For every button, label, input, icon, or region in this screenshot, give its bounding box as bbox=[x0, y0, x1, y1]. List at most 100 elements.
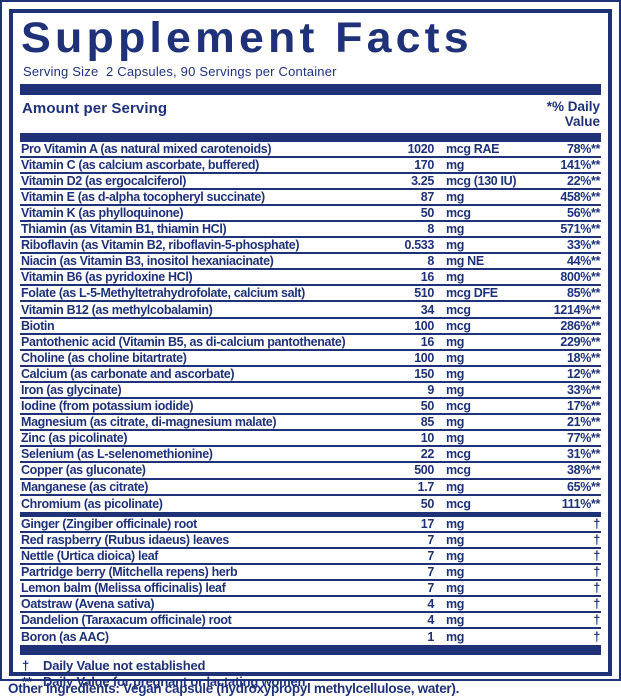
ingredient-daily-value: 571%** bbox=[560, 222, 600, 237]
ingredient-daily-value: 38%** bbox=[567, 463, 600, 478]
ingredient-amount: 8 bbox=[427, 222, 434, 237]
ingredient-unit: mg bbox=[446, 532, 465, 547]
botanicals-table-section: Ginger (Zingiber officinale) root 17 mg … bbox=[20, 517, 601, 646]
ingredient-unit: mg bbox=[446, 366, 465, 381]
ingredient-unit: mg bbox=[446, 383, 465, 397]
footnote-marker: ** bbox=[22, 673, 32, 689]
divider-bar-header bbox=[20, 132, 601, 142]
footnote: † Daily Value not established bbox=[22, 658, 600, 674]
footnote: ** Daily Value for pregnant or lactating… bbox=[22, 674, 600, 690]
ingredient-amount: 50 bbox=[420, 205, 435, 220]
table-row: Vitamin K (as phylloquinone) 50 mcg 56%*… bbox=[20, 205, 601, 223]
table-row: Chromium (as picolinate) 50 mcg 111%** bbox=[20, 496, 601, 512]
ingredient-name: Copper (as gluconate) bbox=[21, 463, 146, 478]
table-row: Choline (as choline bitartrate) 100 mg 1… bbox=[20, 351, 601, 367]
ingredient-name: Boron (as AAC) bbox=[21, 630, 109, 645]
ingredient-unit: mcg bbox=[446, 463, 471, 478]
ingredient-name: Riboflavin (as Vitamin B2, riboflavin-5-… bbox=[21, 238, 300, 253]
ingredient-name: Chromium (as picolinate) bbox=[21, 496, 163, 511]
table-row: Niacin (as Vitamin B3, inositol hexaniac… bbox=[20, 254, 601, 271]
table-row: Lemon balm (Melissa officinalis) leaf 7 … bbox=[20, 581, 601, 598]
table-row: Riboflavin (as Vitamin B2, riboflavin-5-… bbox=[20, 238, 601, 255]
ingredient-name: Iron (as glycinate) bbox=[21, 383, 122, 397]
ingredient-daily-value: 56%** bbox=[567, 205, 600, 220]
table-row: Calcium (as carbonate and ascorbate) 150… bbox=[20, 367, 601, 383]
ingredient-name: Thiamin (as Vitamin B1, thiamin HCl) bbox=[21, 222, 227, 237]
table-row: Selenium (as L-selenomethionine) 22 mcg … bbox=[20, 447, 601, 464]
table-row: Vitamin E (as d-alpha tocopheryl succina… bbox=[20, 190, 601, 206]
ingredient-amount: 22 bbox=[420, 447, 435, 462]
ingredient-name: Partridge berry (Mitchella repens) herb bbox=[21, 565, 238, 580]
ingredient-daily-value: 85%** bbox=[567, 286, 600, 301]
ingredient-amount: 50 bbox=[420, 496, 435, 511]
footnote-text: Daily Value for pregnant or lactating wo… bbox=[43, 673, 306, 689]
ingredient-unit: mg bbox=[446, 189, 465, 204]
ingredient-daily-value: † bbox=[593, 581, 600, 596]
ingredient-daily-value: 458%** bbox=[560, 189, 600, 204]
table-row: Red raspberry (Rubus idaeus) leaves 7 mg… bbox=[20, 533, 601, 549]
ingredient-daily-value: 31%** bbox=[567, 447, 600, 462]
ingredient-unit: mg bbox=[446, 415, 465, 430]
ingredient-unit: mg bbox=[446, 157, 465, 172]
ingredient-amount: 17 bbox=[420, 516, 435, 531]
ingredient-amount: 100 bbox=[414, 318, 434, 333]
ingredient-daily-value: 33%** bbox=[567, 383, 600, 397]
table-row: Vitamin D2 (as ergocalciferol) 3.25 mcg … bbox=[20, 174, 601, 190]
table-row: Biotin 100 mcg 286%** bbox=[20, 319, 601, 335]
ingredient-name: Red raspberry (Rubus idaeus) leaves bbox=[21, 532, 229, 547]
table-row: Zinc (as picolinate) 10 mg 77%** bbox=[20, 431, 601, 448]
ingredient-daily-value: 111%** bbox=[561, 496, 601, 511]
ingredient-daily-value: † bbox=[593, 597, 600, 612]
ingredient-unit: mg bbox=[446, 222, 465, 237]
ingredient-unit: mcg (130 IU) bbox=[446, 173, 517, 188]
ingredient-unit: mcg bbox=[446, 399, 471, 414]
table-row: Iron (as glycinate) 9 mg 33%** bbox=[20, 383, 601, 400]
ingredient-name: Selenium (as L-selenomethionine) bbox=[21, 447, 213, 462]
ingredient-daily-value: † bbox=[593, 565, 600, 580]
table-row: Dandelion (Taraxacum officinale) root 4 … bbox=[20, 613, 601, 630]
ingredient-daily-value: 33%** bbox=[567, 238, 600, 253]
daily-value-label: *% Daily Value bbox=[547, 99, 600, 130]
ingredient-amount: 7 bbox=[427, 532, 434, 547]
ingredient-amount: 1.7 bbox=[417, 479, 435, 494]
ingredient-amount: 4 bbox=[427, 613, 434, 628]
ingredient-unit: mg bbox=[446, 516, 465, 531]
ingredient-unit: mg bbox=[446, 431, 465, 446]
ingredient-name: Calcium (as carbonate and ascorbate) bbox=[21, 366, 235, 381]
ingredient-unit: mg bbox=[446, 597, 465, 612]
ingredient-name: Oatstraw (Avena sativa) bbox=[21, 597, 155, 612]
ingredient-daily-value: 77%** bbox=[567, 431, 600, 446]
ingredient-amount: 10 bbox=[420, 431, 435, 446]
daily-value-label-line2: Value bbox=[564, 113, 600, 129]
ingredient-name: Iodine (from potassium iodide) bbox=[21, 399, 194, 414]
ingredient-daily-value: 286%** bbox=[560, 318, 600, 333]
table-row: Boron (as AAC) 1 mg † bbox=[20, 629, 601, 645]
ingredient-daily-value: † bbox=[593, 532, 600, 547]
ingredient-amount: 9 bbox=[427, 383, 434, 397]
supplement-facts-panel: Supplement Facts Serving Size 2 Capsules… bbox=[9, 9, 612, 689]
ingredient-daily-value: † bbox=[593, 548, 600, 563]
table-row: Iodine (from potassium iodide) 50 mcg 17… bbox=[20, 399, 601, 416]
table-row: Magnesium (as citrate, di-magnesium mala… bbox=[20, 415, 601, 432]
ingredient-unit: mg bbox=[446, 238, 465, 253]
table-row: Partridge berry (Mitchella repens) herb … bbox=[20, 565, 601, 582]
divider-bar-top bbox=[20, 83, 601, 95]
ingredient-amount: 3.25 bbox=[411, 173, 434, 188]
amount-per-serving-label: Amount per Serving bbox=[22, 99, 168, 117]
ingredient-unit: mg bbox=[446, 565, 465, 580]
ingredient-name: Zinc (as picolinate) bbox=[21, 431, 128, 446]
ingredient-name: Vitamin B12 (as methylcobalamin) bbox=[21, 302, 213, 317]
ingredient-amount: 16 bbox=[420, 334, 435, 349]
ingredient-daily-value: 1214%** bbox=[553, 302, 601, 317]
ingredient-unit: mcg bbox=[446, 318, 471, 333]
ingredient-amount: 0.533 bbox=[404, 238, 434, 253]
table-row: Vitamin B6 (as pyridoxine HCl) 16 mg 800… bbox=[20, 270, 601, 287]
ingredient-amount: 50 bbox=[420, 399, 435, 414]
ingredient-amount: 7 bbox=[427, 581, 434, 596]
table-row: Vitamin B12 (as methylcobalamin) 34 mcg … bbox=[20, 302, 601, 319]
ingredient-unit: mcg DFE bbox=[446, 286, 498, 301]
ingredient-name: Ginger (Zingiber officinale) root bbox=[21, 516, 197, 531]
ingredient-unit: mg bbox=[446, 630, 465, 645]
ingredient-unit: mg bbox=[446, 613, 465, 628]
